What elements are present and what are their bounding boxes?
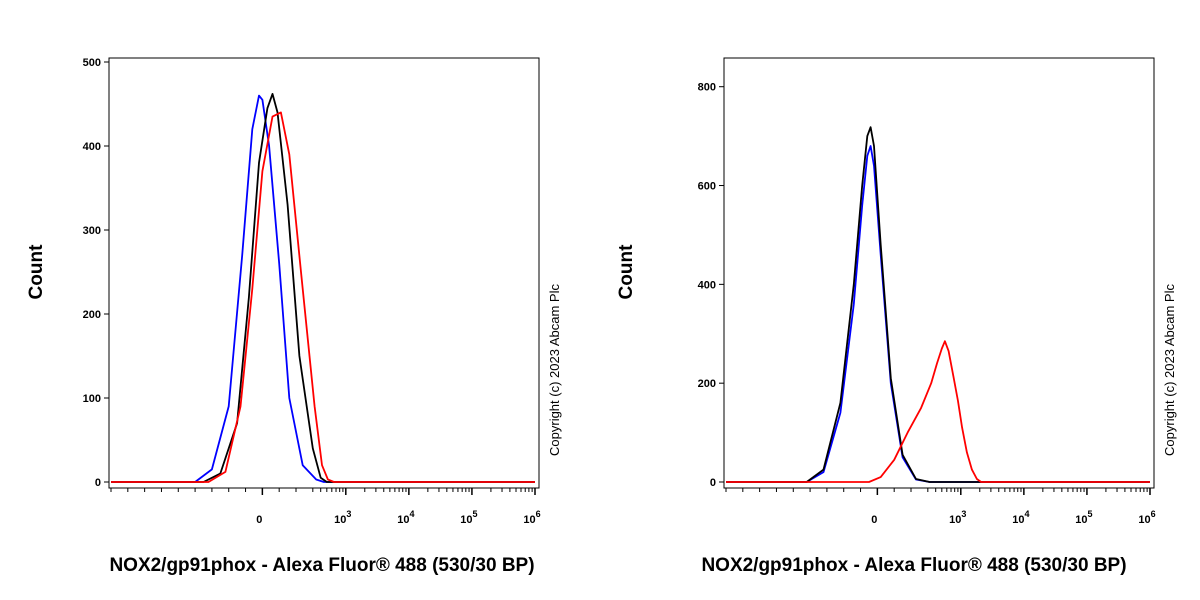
x-tick-label: 103	[334, 509, 351, 526]
series-group	[726, 126, 1150, 483]
y-tick-label: 100	[83, 393, 101, 405]
x-tick-label: 105	[460, 509, 477, 526]
x-tick-label: 104	[397, 509, 414, 526]
y-axis-ticks: 0 200 400 600 800	[698, 82, 724, 489]
series-line-3	[111, 111, 535, 483]
y-tick-label: 400	[698, 279, 716, 291]
series-line-2	[111, 93, 535, 483]
series-line-3	[726, 340, 1150, 483]
x-tick-label: 106	[523, 509, 540, 526]
copyright-text: Copyright (c) 2023 Abcam Plc	[547, 284, 562, 456]
y-tick-label: 200	[83, 309, 101, 321]
y-tick-label: 0	[710, 477, 716, 489]
x-axis-minor-ticks	[725, 488, 1148, 492]
x-tick-label: 106	[1138, 509, 1155, 526]
copyright-text: Copyright (c) 2023 Abcam Plc	[1162, 284, 1177, 456]
series-line-1	[726, 145, 1150, 483]
x-tick-label: 104	[1012, 509, 1029, 526]
y-tick-label: 0	[95, 477, 101, 489]
series-line-2	[726, 126, 1150, 483]
plot-frame	[723, 57, 1155, 489]
y-axis-title: Count	[616, 244, 637, 300]
panel-right: 0 200 400 600 800 0 103 104 105 106 Count NOX2/g…	[616, 57, 1177, 576]
x-axis-title: NOX2/gp91phox - Alexa Fluor® 488 (530/30…	[701, 555, 1126, 576]
y-tick-label: 200	[698, 378, 716, 390]
y-tick-label: 400	[83, 141, 101, 153]
x-tick-label: 0	[871, 514, 877, 526]
panel-left: 0 100 200 300 400 500 0 103 104 105 106 Count NOX…	[26, 57, 562, 576]
y-tick-label: 600	[698, 181, 716, 193]
series-group	[111, 93, 535, 483]
plot-frame	[108, 57, 540, 489]
x-tick-label: 105	[1075, 509, 1092, 526]
y-tick-label: 300	[83, 225, 101, 237]
y-axis-title: Count	[26, 244, 47, 300]
series-line-1	[111, 94, 535, 483]
x-axis-minor-ticks	[110, 488, 533, 492]
y-axis-ticks: 0 100 200 300 400 500	[83, 57, 109, 489]
x-tick-label: 103	[949, 509, 966, 526]
x-axis-ticks: 0 103 104 105 106	[871, 488, 1156, 526]
y-tick-label: 800	[698, 82, 716, 94]
x-axis-title: NOX2/gp91phox - Alexa Fluor® 488 (530/30…	[109, 555, 534, 576]
y-tick-label: 500	[83, 57, 101, 69]
x-tick-label: 0	[256, 514, 262, 526]
x-axis-ticks: 0 103 104 105 106	[256, 488, 541, 526]
